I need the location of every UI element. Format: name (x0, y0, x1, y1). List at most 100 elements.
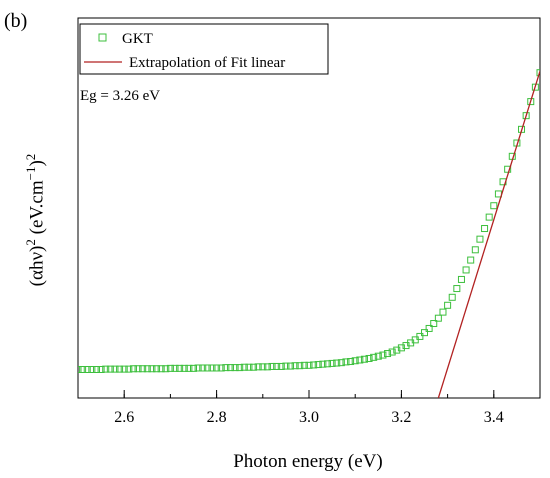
gkt-point (457, 275, 465, 283)
gkt-point (467, 256, 475, 264)
gkt-point (462, 266, 470, 274)
gkt-point (226, 364, 234, 372)
gkt-point (139, 365, 147, 373)
gkt-point (194, 364, 202, 372)
y-axis-title-unit: (eV.cm (26, 180, 48, 240)
gkt-point (148, 365, 156, 373)
gkt-point (393, 346, 401, 354)
x-axis-title: Photon energy (eV) (233, 451, 383, 472)
fit-line (437, 71, 540, 398)
series-gkt (78, 69, 540, 373)
series-fit-line (437, 71, 540, 398)
gkt-point (277, 362, 285, 370)
y-axis-title-exp3: 2 (23, 153, 38, 161)
gkt-point (78, 366, 82, 373)
gkt-point (129, 365, 137, 373)
y-axis-title-exp1: 2 (23, 239, 38, 246)
gkt-point (319, 360, 327, 368)
gkt-point (388, 348, 396, 356)
gkt-point (287, 362, 295, 370)
gkt-point (245, 363, 253, 371)
gkt-point (485, 213, 493, 221)
gkt-point (97, 366, 105, 373)
gkt-point (448, 293, 456, 301)
legend-box (79, 23, 329, 75)
gkt-point (162, 365, 170, 373)
gkt-point (305, 361, 313, 369)
x-tick-label: 3.0 (299, 409, 319, 426)
gkt-point (379, 351, 387, 359)
gkt-point (116, 365, 124, 373)
gkt-point (421, 329, 428, 337)
gkt-point (351, 357, 359, 365)
x-tick-label: 2.6 (114, 409, 134, 426)
legend-marker-gkt (98, 33, 107, 42)
x-tick-labels: 2.6 2.8 3.0 3.2 3.4 (114, 409, 504, 426)
gkt-point (490, 202, 498, 210)
gkt-point (471, 246, 479, 254)
gkt-point (250, 363, 258, 371)
gkt-point (125, 365, 133, 373)
gkt-point (263, 363, 271, 371)
gkt-point (106, 365, 114, 373)
x-tick-label: 2.8 (207, 409, 227, 426)
gkt-point (268, 362, 276, 370)
axes (77, 17, 541, 399)
gkt-point (120, 365, 128, 373)
legend-label-gkt: GKT (122, 31, 153, 47)
gkt-point (282, 362, 290, 370)
gkt-point (360, 355, 368, 363)
gkt-point (236, 364, 244, 372)
gkt-point (143, 365, 151, 373)
gkt-point (92, 366, 100, 373)
gkt-point (384, 350, 392, 358)
gkt-point (439, 308, 447, 316)
gkt-point (203, 364, 211, 372)
gkt-point (425, 324, 433, 332)
gkt-point (180, 364, 188, 372)
gkt-point (328, 359, 336, 367)
gkt-point (153, 365, 161, 373)
bandgap-annotation: Eg = 3.26 eV (80, 88, 160, 104)
gkt-point (222, 364, 230, 372)
gkt-point (185, 364, 193, 372)
gkt-point (536, 69, 540, 77)
gkt-point (111, 365, 119, 373)
gkt-point (504, 165, 512, 173)
gkt-point (83, 366, 91, 373)
gkt-point (157, 365, 165, 373)
y-axis-title-exp2: −1 (23, 166, 38, 181)
gkt-point (430, 320, 438, 328)
gkt-point (333, 359, 341, 367)
gkt-point (213, 364, 221, 372)
y-axis-title-base: (αhν) (26, 245, 48, 287)
gkt-point (374, 352, 382, 360)
gkt-point (323, 360, 331, 368)
panel-label: (b) (4, 10, 27, 32)
gkt-point (476, 235, 484, 243)
x-tick-label: 3.4 (484, 409, 504, 426)
gkt-point (176, 364, 184, 372)
gkt-point (102, 365, 110, 373)
gkt-point (254, 363, 262, 371)
gkt-point (397, 344, 405, 352)
gkt-point (314, 361, 322, 369)
gkt-point (79, 366, 87, 373)
gkt-point (231, 364, 239, 372)
gkt-point (217, 364, 225, 372)
gkt-point (337, 359, 345, 367)
gkt-point (291, 362, 299, 370)
gkt-point (342, 358, 350, 366)
gkt-point (453, 285, 461, 293)
gkt-point (166, 364, 174, 372)
gkt-point (199, 364, 207, 372)
gkt-point (356, 356, 364, 364)
gkt-point (370, 353, 378, 361)
gkt-point (522, 112, 530, 120)
gkt-point (296, 362, 304, 370)
gkt-point (259, 363, 267, 371)
gkt-point (310, 361, 318, 369)
gkt-point (365, 354, 373, 362)
gkt-point (416, 332, 424, 340)
